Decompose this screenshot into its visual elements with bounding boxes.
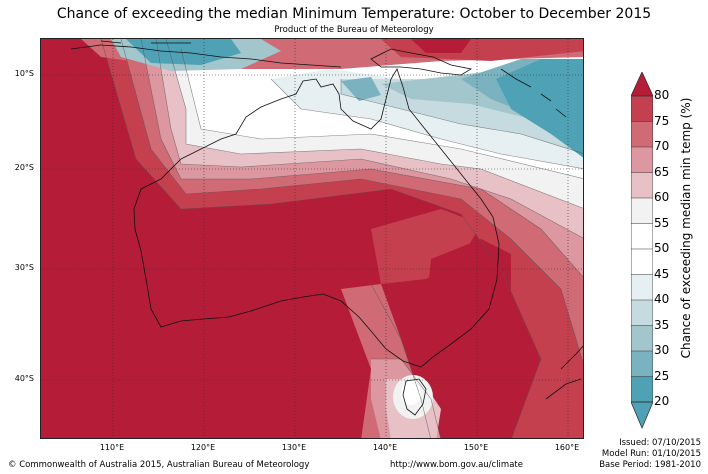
colorbar-tick: 75	[654, 113, 670, 128]
graticule	[41, 39, 583, 438]
lat-label-40s: 40°S	[14, 374, 34, 383]
colorbar-band-35-40	[631, 300, 653, 326]
zone-tasmania-40	[401, 381, 421, 405]
lon-label-120e: 120°E	[190, 443, 216, 452]
lat-label-10s: 10°S	[14, 69, 34, 78]
coastline-australia	[133, 68, 500, 368]
colorbar-band-40-45	[631, 274, 653, 300]
model-run-date: Model Run: 01/10/2015	[601, 449, 701, 459]
colorbar-tick: 30	[654, 343, 670, 357]
colorbar-tick: 50	[654, 241, 670, 255]
colorbar-tick: 40	[654, 292, 670, 306]
coastline-islands-east	[500, 68, 567, 118]
lon-label-150e: 150°E	[463, 443, 489, 452]
contour-lines	[100, 39, 583, 438]
lon-label-130e: 130°E	[281, 443, 307, 452]
zone-eastcoast-75	[371, 209, 481, 284]
colorbar-band-45-50	[631, 249, 653, 275]
zone-le25-east	[496, 59, 583, 158]
map-subtitle: Product of the Bureau of Meteorology	[274, 25, 434, 35]
lat-label-30s: 30°S	[14, 263, 34, 272]
zone-gulf-25	[341, 77, 381, 101]
coastline-new-guinea	[370, 48, 473, 76]
colorbar-band-65-70	[631, 147, 653, 173]
coastline-indonesia	[70, 40, 342, 68]
zone-north-le25	[126, 39, 241, 65]
map-title: Chance of exceeding the median Minimum T…	[56, 6, 652, 22]
colorbar-tick: 20	[654, 394, 670, 408]
colorbar-band-55-60	[631, 198, 653, 224]
colorbar-band-20-25	[631, 376, 653, 402]
copyright-text: © Commonwealth of Australia 2015, Austra…	[8, 460, 310, 470]
colorbar-tick: 25	[654, 368, 670, 383]
map-panel[interactable]	[40, 38, 584, 439]
colorbar-tick: 80	[654, 88, 670, 102]
issue-info: Issued: 07/10/2015 Model Run: 01/10/2015…	[599, 438, 701, 471]
colorbar-tick: 65	[654, 164, 670, 179]
colorbar-tick: 35	[654, 317, 670, 332]
colorbar-arrow-bottom	[631, 401, 653, 430]
forecast-map	[41, 39, 583, 438]
colorbar-band-70-75	[631, 121, 653, 147]
zone-eastcoast-ge80	[426, 239, 511, 419]
coastline-new-zealand	[545, 345, 583, 400]
colorbar	[631, 72, 653, 430]
colorbar-tick: 55	[654, 215, 670, 230]
colorbar-tick: 60	[654, 190, 670, 204]
colorbar-arrow-top	[631, 72, 653, 97]
issued-date: Issued: 07/10/2015	[619, 438, 701, 448]
colorbar-band-30-35	[631, 325, 653, 351]
lat-label-20s: 20°S	[14, 163, 34, 172]
base-period: Base Period: 1981-2010	[599, 460, 701, 470]
colorbar-band-50-55	[631, 223, 653, 249]
lon-label-110e: 110°E	[99, 443, 125, 452]
colorbar-tick: 45	[654, 266, 670, 281]
colorbar-label: Chance of exceeding median min temp (%)	[679, 97, 693, 359]
colorbar-band-75-80	[631, 96, 653, 122]
bom-url-link[interactable]: http://www.bom.gov.au/climate	[390, 460, 523, 470]
colorbar-band-25-30	[631, 351, 653, 377]
colorbar-band-60-65	[631, 172, 653, 198]
lon-label-140e: 140°E	[372, 443, 398, 452]
coastline-tasmania	[402, 378, 427, 416]
lon-label-160e: 160°E	[554, 443, 580, 452]
colorbar-tick: 70	[654, 139, 670, 153]
zone-north-ge80	[411, 39, 471, 53]
